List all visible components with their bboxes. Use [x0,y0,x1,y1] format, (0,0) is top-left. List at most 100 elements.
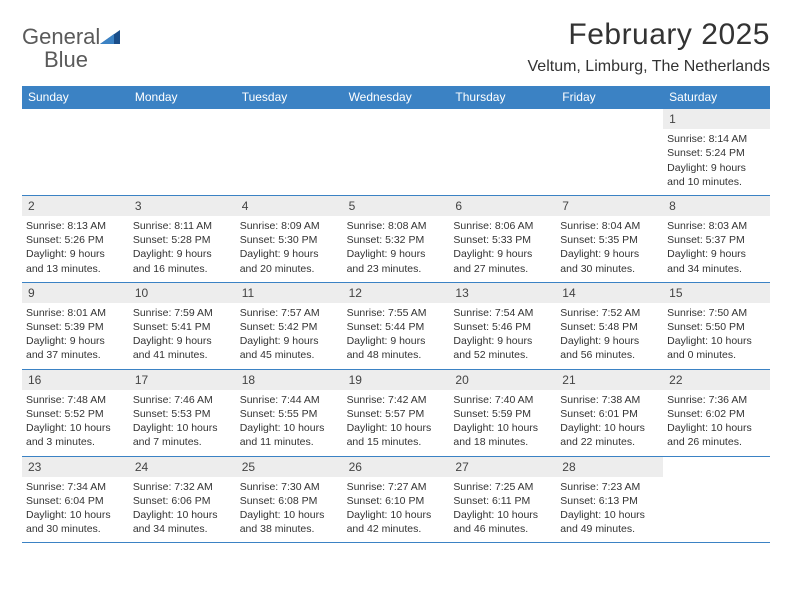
day-cell: 23Sunrise: 7:34 AMSunset: 6:04 PMDayligh… [22,457,129,543]
day-number: 22 [663,370,770,390]
day-header-thursday: Thursday [449,86,556,109]
sunset-line: Sunset: 5:32 PM [347,233,446,247]
day-cell: 7Sunrise: 8:04 AMSunset: 5:35 PMDaylight… [556,196,663,282]
day-cell: 15Sunrise: 7:50 AMSunset: 5:50 PMDayligh… [663,283,770,369]
day-cell: 18Sunrise: 7:44 AMSunset: 5:55 PMDayligh… [236,370,343,456]
day-cell: 4Sunrise: 8:09 AMSunset: 5:30 PMDaylight… [236,196,343,282]
sunrise-line: Sunrise: 7:52 AM [560,306,659,320]
daylight-line-1: Daylight: 10 hours [347,508,446,522]
sunset-line: Sunset: 5:55 PM [240,407,339,421]
sunset-line: Sunset: 6:11 PM [453,494,552,508]
daylight-line-2: and 30 minutes. [26,522,125,536]
day-number: 11 [236,283,343,303]
sunrise-line: Sunrise: 8:08 AM [347,219,446,233]
sunset-line: Sunset: 5:39 PM [26,320,125,334]
day-cell: 12Sunrise: 7:55 AMSunset: 5:44 PMDayligh… [343,283,450,369]
daylight-line-2: and 41 minutes. [133,348,232,362]
sunset-line: Sunset: 5:57 PM [347,407,446,421]
day-cell: 17Sunrise: 7:46 AMSunset: 5:53 PMDayligh… [129,370,236,456]
logo-word-1: General [22,24,100,49]
daylight-line-2: and 23 minutes. [347,262,446,276]
daylight-line-2: and 0 minutes. [667,348,766,362]
calendar-grid: Sunday Monday Tuesday Wednesday Thursday… [22,86,770,543]
daylight-line-2: and 20 minutes. [240,262,339,276]
sunrise-line: Sunrise: 7:44 AM [240,393,339,407]
day-cell: 2Sunrise: 8:13 AMSunset: 5:26 PMDaylight… [22,196,129,282]
day-cell: 26Sunrise: 7:27 AMSunset: 6:10 PMDayligh… [343,457,450,543]
day-number: 19 [343,370,450,390]
daylight-line-2: and 26 minutes. [667,435,766,449]
sunrise-line: Sunrise: 7:32 AM [133,480,232,494]
day-number: 15 [663,283,770,303]
sunrise-line: Sunrise: 7:40 AM [453,393,552,407]
week-row: 9Sunrise: 8:01 AMSunset: 5:39 PMDaylight… [22,283,770,370]
day-cell [22,109,129,195]
sunset-line: Sunset: 6:10 PM [347,494,446,508]
daylight-line-1: Daylight: 10 hours [560,421,659,435]
daylight-line-1: Daylight: 10 hours [133,508,232,522]
daylight-line-1: Daylight: 9 hours [26,247,125,261]
sunrise-line: Sunrise: 7:48 AM [26,393,125,407]
sunset-line: Sunset: 5:52 PM [26,407,125,421]
sunset-line: Sunset: 6:13 PM [560,494,659,508]
daylight-line-1: Daylight: 10 hours [560,508,659,522]
day-number: 8 [663,196,770,216]
sunrise-line: Sunrise: 8:06 AM [453,219,552,233]
logo-text: General Blue [22,26,120,72]
sunset-line: Sunset: 5:30 PM [240,233,339,247]
day-number: 25 [236,457,343,477]
day-cell: 28 Sunrise: 7:23 AMSunset: 6:13 PMDayligh… [556,457,663,543]
day-cell: 3Sunrise: 8:11 AMSunset: 5:28 PMDaylight… [129,196,236,282]
daylight-line-1: Daylight: 10 hours [667,421,766,435]
sunset-line: Sunset: 6:08 PM [240,494,339,508]
daylight-line-1: Daylight: 10 hours [347,421,446,435]
sunrise-line: Sunrise: 7:27 AM [347,480,446,494]
logo-word-2: Blue [22,47,88,72]
daylight-line-2: and 27 minutes. [453,262,552,276]
day-cell: 16Sunrise: 7:48 AMSunset: 5:52 PMDayligh… [22,370,129,456]
sunrise-line: Sunrise: 7:34 AM [26,480,125,494]
day-cell [236,109,343,195]
title-block: February 2025 Veltum, Limburg, The Nethe… [528,18,771,76]
daylight-line-1: Daylight: 10 hours [133,421,232,435]
day-number: 7 [556,196,663,216]
daylight-line-1: Daylight: 9 hours [347,247,446,261]
sunrise-line: Sunrise: 7:50 AM [667,306,766,320]
day-cell [129,109,236,195]
sunrise-line: Sunrise: 7:36 AM [667,393,766,407]
sunset-line: Sunset: 5:33 PM [453,233,552,247]
day-cell: 5 Sunrise: 8:08 AMSunset: 5:32 PMDaylight… [343,196,450,282]
day-cell: 10Sunrise: 7:59 AMSunset: 5:41 PMDayligh… [129,283,236,369]
logo: General Blue [22,18,120,72]
logo-triangle-icon [100,28,120,49]
sunrise-line: Sunrise: 7:25 AM [453,480,552,494]
day-header-wednesday: Wednesday [343,86,450,109]
sunrise-line: Sunrise: 8:04 AM [560,219,659,233]
daylight-line-2: and 16 minutes. [133,262,232,276]
sunset-line: Sunset: 5:24 PM [667,146,766,160]
day-number: 4 [236,196,343,216]
sunset-line: Sunset: 5:41 PM [133,320,232,334]
day-number: 14 [556,283,663,303]
week-row: 16Sunrise: 7:48 AMSunset: 5:52 PMDayligh… [22,370,770,457]
daylight-line-2: and 3 minutes. [26,435,125,449]
day-number: 5 [343,196,450,216]
day-number: 27 [449,457,556,477]
daylight-line-1: Daylight: 9 hours [240,247,339,261]
day-number: 28 [556,457,663,477]
daylight-line-2: and 34 minutes. [667,262,766,276]
daylight-line-1: Daylight: 9 hours [133,247,232,261]
daylight-line-2: and 15 minutes. [347,435,446,449]
sunrise-line: Sunrise: 8:03 AM [667,219,766,233]
day-number: 20 [449,370,556,390]
day-header-saturday: Saturday [663,86,770,109]
sunset-line: Sunset: 6:01 PM [560,407,659,421]
day-cell: 11Sunrise: 7:57 AMSunset: 5:42 PMDayligh… [236,283,343,369]
day-cell: 21Sunrise: 7:38 AMSunset: 6:01 PMDayligh… [556,370,663,456]
daylight-line-2: and 11 minutes. [240,435,339,449]
sunrise-line: Sunrise: 7:23 AM [560,480,659,494]
daylight-line-2: and 46 minutes. [453,522,552,536]
day-cell [449,109,556,195]
sunset-line: Sunset: 5:28 PM [133,233,232,247]
sunrise-line: Sunrise: 7:55 AM [347,306,446,320]
